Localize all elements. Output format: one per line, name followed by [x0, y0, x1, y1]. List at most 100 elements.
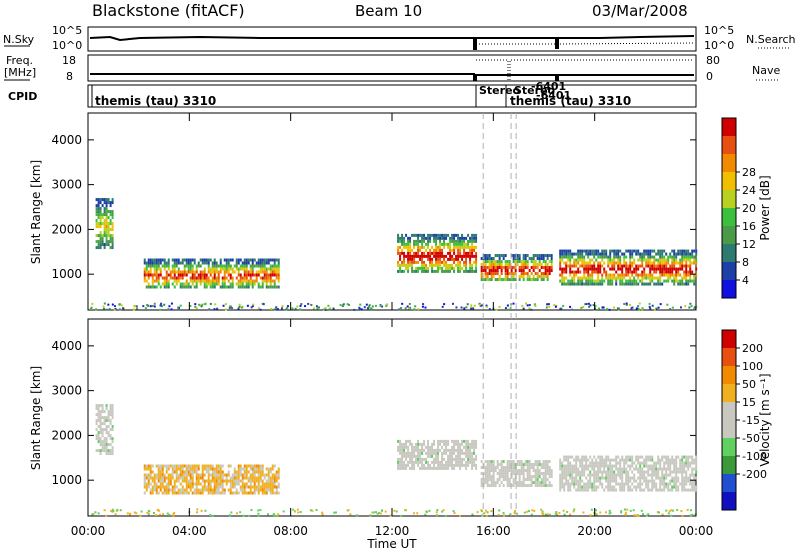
range-cell: [459, 245, 462, 249]
range-cell: [171, 270, 174, 274]
range-cell: [99, 201, 102, 205]
range-cell: [317, 306, 320, 309]
range-cell: [465, 306, 468, 309]
range-cell: [449, 251, 452, 255]
range-cell: [528, 510, 531, 513]
range-cell: [623, 282, 626, 286]
range-cell: [191, 267, 194, 271]
range-cell: [461, 463, 464, 467]
range-cell: [227, 261, 230, 265]
range-cell: [92, 513, 95, 516]
range-cell: [239, 485, 242, 489]
range-cell: [647, 470, 650, 474]
range-cell: [689, 476, 692, 480]
range-cell: [675, 273, 678, 277]
range-cell: [399, 445, 402, 449]
range-cell: [181, 282, 184, 286]
range-cell: [601, 258, 604, 262]
range-cell: [407, 242, 410, 246]
range-cell: [103, 302, 106, 305]
range-cell: [209, 285, 212, 289]
range-cell: [599, 282, 602, 286]
range-cell: [512, 254, 515, 258]
range-cell: [647, 458, 650, 462]
range-cell: [233, 476, 236, 480]
range-cell: [102, 305, 105, 308]
range-cell: [249, 491, 252, 495]
range-cell: [550, 254, 553, 258]
range-cell: [473, 439, 476, 443]
range-cell: [147, 464, 150, 468]
range-cell: [595, 458, 598, 462]
range-cell: [431, 251, 434, 255]
range-cell: [532, 481, 535, 485]
range-cell: [542, 463, 545, 467]
range-cell: [147, 482, 150, 486]
range-cell: [651, 476, 654, 480]
range-cell: [431, 466, 434, 470]
range-cell: [399, 245, 402, 249]
range-cell: [561, 273, 564, 277]
range-cell: [374, 511, 377, 514]
range-cell: [635, 467, 638, 471]
range-cell: [195, 479, 198, 483]
range-cell: [199, 473, 202, 477]
range-cell: [261, 267, 264, 271]
range-cell: [269, 491, 272, 495]
range-cell: [449, 269, 452, 273]
range-cell: [229, 267, 232, 271]
range-cell: [415, 239, 418, 243]
range-cell: [647, 255, 650, 259]
range-cell: [95, 407, 98, 411]
range-cell: [257, 479, 260, 483]
range-cell: [107, 431, 110, 435]
range-cell: [277, 279, 280, 283]
range-cell: [223, 488, 226, 492]
range-cell: [651, 267, 654, 271]
range-cell: [659, 249, 662, 253]
range-cell: [587, 249, 590, 253]
range-cell: [492, 472, 495, 476]
range-cell: [601, 476, 604, 480]
range-cell: [577, 470, 580, 474]
range-cell: [257, 470, 260, 474]
range-cell: [665, 264, 668, 268]
range-cell: [635, 273, 638, 277]
range-cell: [635, 488, 638, 492]
range-cell: [488, 266, 491, 270]
range-cell: [221, 479, 224, 483]
range-cell: [433, 439, 436, 443]
range-cell: [417, 266, 420, 270]
range-cell: [463, 439, 466, 443]
range-cell: [671, 255, 674, 259]
range-cell: [538, 269, 541, 273]
range-cell: [143, 261, 146, 265]
range-cell: [561, 467, 564, 471]
range-cell: [103, 225, 106, 229]
range-cell: [431, 233, 434, 237]
range-cell: [425, 460, 428, 464]
range-cell: [151, 476, 154, 480]
range-cell: [245, 276, 248, 280]
range-cell: [504, 275, 507, 279]
range-cell: [181, 464, 184, 468]
range-cell: [611, 273, 614, 277]
range-cell: [683, 482, 686, 486]
range-cell: [492, 263, 495, 267]
range-cell: [277, 476, 280, 480]
range-cell: [221, 267, 224, 271]
range-cell: [233, 473, 236, 477]
range-cell: [399, 254, 402, 258]
range-cell: [449, 448, 452, 452]
range-cell: [506, 278, 509, 282]
range-cell: [238, 303, 241, 306]
range-cell: [259, 479, 262, 483]
range-cell: [231, 485, 234, 489]
range-cell: [571, 279, 574, 283]
range-cell: [667, 258, 670, 262]
range-cell: [467, 451, 470, 455]
range-cell: [615, 455, 618, 459]
range-cell: [490, 275, 493, 279]
range-cell: [217, 488, 220, 492]
range-cell: [639, 485, 642, 489]
